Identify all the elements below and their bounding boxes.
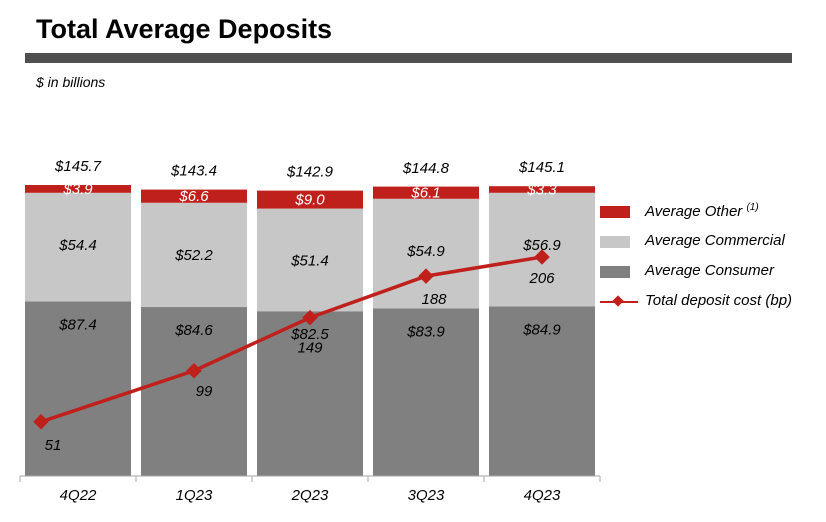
bar-segment-consumer (257, 311, 363, 476)
data-label-other: $6.1 (410, 185, 440, 202)
legend-swatch-commercial (600, 236, 630, 248)
legend-label-consumer: Average Consumer (645, 262, 774, 279)
x-tick-label: 2Q23 (291, 487, 329, 504)
bar-segment-other (489, 186, 595, 193)
data-label-consumer: $82.5 (290, 326, 329, 343)
data-label-commercial: $54.4 (58, 237, 97, 254)
legend-label-commercial: Average Commercial (645, 232, 785, 249)
data-label-commercial: $54.9 (406, 243, 445, 260)
x-tick-label: 3Q23 (408, 487, 445, 504)
page-title: Total Average Deposits (36, 14, 333, 44)
data-label-total: $144.8 (402, 160, 450, 177)
bar-segment-consumer (489, 306, 595, 476)
data-label-commercial: $51.4 (290, 253, 329, 270)
units-subtitle: $ in billions (36, 74, 106, 90)
bar-segment-other (373, 186, 479, 199)
data-label-deposit-cost: 206 (528, 270, 555, 287)
legend-label-line: Total deposit cost (bp) (645, 292, 793, 309)
legend-label-other: Average Other (1) (645, 202, 759, 220)
bar-segment-consumer (373, 308, 479, 476)
bar-segment-other (25, 185, 131, 193)
bar-segment-other (257, 190, 363, 209)
x-tick-label: 1Q23 (176, 487, 213, 504)
bar-segment-commercial (25, 192, 131, 302)
data-label-total: $142.9 (286, 164, 334, 181)
data-label-consumer: $87.4 (58, 316, 97, 333)
data-label-total: $143.4 (170, 163, 217, 180)
data-label-total: $145.7 (54, 158, 102, 175)
bar-segment-commercial (257, 208, 363, 312)
data-label-other: $3.9 (62, 181, 93, 198)
data-label-deposit-cost: 99 (196, 383, 213, 400)
bar-segment-other (141, 189, 247, 203)
legend-swatch-consumer (600, 266, 630, 278)
data-label-commercial: $52.2 (174, 247, 213, 264)
data-label-consumer: $84.6 (174, 322, 213, 339)
data-label-other: $3.3 (526, 181, 557, 198)
data-label-consumer: $83.9 (406, 323, 445, 340)
bar-segment-commercial (141, 202, 247, 308)
data-label-deposit-cost: 51 (45, 437, 62, 454)
title-divider (25, 53, 792, 63)
data-label-consumer: $84.9 (522, 321, 561, 338)
x-tick-label: 4Q23 (524, 487, 561, 504)
x-tick-label: 4Q22 (60, 487, 97, 504)
data-label-deposit-cost: 149 (297, 340, 323, 357)
bar-segment-consumer (141, 307, 247, 476)
legend-swatch-other (600, 206, 630, 218)
data-label-other: $6.6 (178, 188, 209, 205)
data-label-commercial: $56.9 (522, 237, 561, 254)
data-label-total: $145.1 (518, 159, 565, 176)
deposit-cost-marker (186, 362, 202, 379)
data-label-deposit-cost: 188 (421, 291, 447, 308)
bar-segment-consumer (25, 301, 131, 476)
data-label-other: $9.0 (294, 192, 325, 209)
